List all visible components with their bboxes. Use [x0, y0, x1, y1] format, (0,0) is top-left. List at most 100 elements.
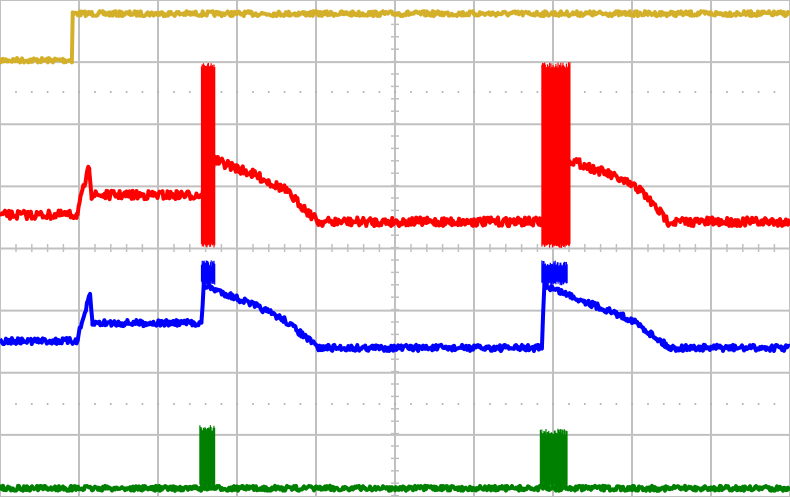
grid-dot: [394, 403, 397, 405]
grid-dot: [46, 403, 49, 405]
grid-dot: [647, 91, 649, 93]
grid-dot: [773, 91, 776, 93]
grid-dot: [315, 403, 318, 405]
grid-dot: [331, 91, 333, 93]
grid-dot: [662, 403, 665, 405]
grid-dot: [473, 403, 476, 405]
grid-dot: [267, 403, 270, 405]
grid-dot: [173, 91, 175, 93]
grid-dot: [599, 91, 602, 93]
grid-dot: [252, 403, 254, 405]
grid-dot: [94, 91, 96, 93]
grid-dot: [441, 403, 444, 405]
trace-burst: [539, 428, 568, 489]
grid-dot: [378, 403, 381, 405]
grid-dot: [188, 403, 191, 405]
trace-burst: [199, 425, 216, 489]
grid-dot: [599, 403, 602, 405]
grid-dot: [520, 403, 523, 405]
grid-dot: [30, 91, 33, 93]
grid-dot: [94, 403, 96, 405]
grid-dot: [568, 403, 570, 405]
grid-dot: [346, 403, 349, 405]
grid-dot: [78, 91, 81, 93]
grid-dot: [204, 403, 207, 405]
grid-dot: [78, 403, 81, 405]
grid-dot: [62, 91, 65, 93]
grid-dot: [346, 91, 349, 93]
grid-dot: [109, 91, 112, 93]
grid-dot: [362, 91, 365, 93]
grid-dot: [425, 403, 428, 405]
grid-dot: [741, 403, 744, 405]
grid-dot: [583, 403, 586, 405]
grid-dot: [299, 403, 302, 405]
grid-dot: [62, 403, 65, 405]
grid-dot: [710, 403, 713, 405]
grid-dot: [15, 403, 17, 405]
grid-dot: [489, 403, 491, 405]
grid-dot: [678, 403, 681, 405]
grid-dot: [125, 91, 128, 93]
trace-burst: [541, 260, 568, 286]
grid-dot: [615, 91, 618, 93]
grid-dot: [678, 91, 681, 93]
traces: [0, 9, 790, 493]
grid-dot: [394, 91, 397, 93]
grid-dot: [773, 403, 776, 405]
grid-dot: [267, 91, 270, 93]
grid-dot: [15, 91, 17, 93]
grid-dot: [552, 403, 555, 405]
grid-dot: [504, 91, 507, 93]
grid-dot: [441, 91, 444, 93]
grid-dot: [757, 403, 760, 405]
grid-dot: [188, 91, 191, 93]
grid-dot: [726, 403, 728, 405]
grid-dot: [694, 403, 697, 405]
grid-dot: [583, 91, 586, 93]
trace-3: [0, 425, 790, 493]
grid-dot: [378, 91, 381, 93]
grid-dot: [157, 91, 160, 93]
trace-0: [0, 9, 790, 65]
grid-dot: [647, 403, 649, 405]
grid-dot: [299, 91, 302, 93]
grid-dot: [236, 403, 239, 405]
grid-dot: [362, 403, 365, 405]
grid-dot: [662, 91, 665, 93]
grid-dot: [236, 91, 239, 93]
grid-dot: [220, 91, 223, 93]
grid-dot: [473, 91, 476, 93]
grid-dot: [631, 403, 634, 405]
trace-line: [0, 154, 790, 229]
grid-dot: [283, 403, 286, 405]
trace-2: [0, 260, 790, 353]
grid-dot: [141, 403, 144, 405]
grid-dot: [283, 91, 286, 93]
grid-dot: [30, 403, 33, 405]
grid-dot: [457, 403, 460, 405]
grid-dot: [410, 403, 412, 405]
grid-dot: [615, 403, 618, 405]
trace-burst: [200, 260, 216, 285]
grid-dot: [726, 91, 728, 93]
grid-dot: [489, 91, 491, 93]
grid-dot: [536, 91, 539, 93]
grid-dot: [520, 91, 523, 93]
trace-burst: [200, 63, 216, 248]
grid-dot: [315, 91, 318, 93]
grid-dot: [536, 403, 539, 405]
trace-burst: [541, 62, 571, 248]
trace-1: [0, 62, 790, 248]
grid-dot: [741, 91, 744, 93]
grid-dot: [504, 403, 507, 405]
trace-line: [0, 280, 790, 353]
grid-dot: [220, 403, 223, 405]
grid-dot: [252, 91, 254, 93]
grid-dot: [125, 403, 128, 405]
grid-dot: [694, 91, 697, 93]
grid-dot: [757, 91, 760, 93]
grid-dot: [157, 403, 160, 405]
